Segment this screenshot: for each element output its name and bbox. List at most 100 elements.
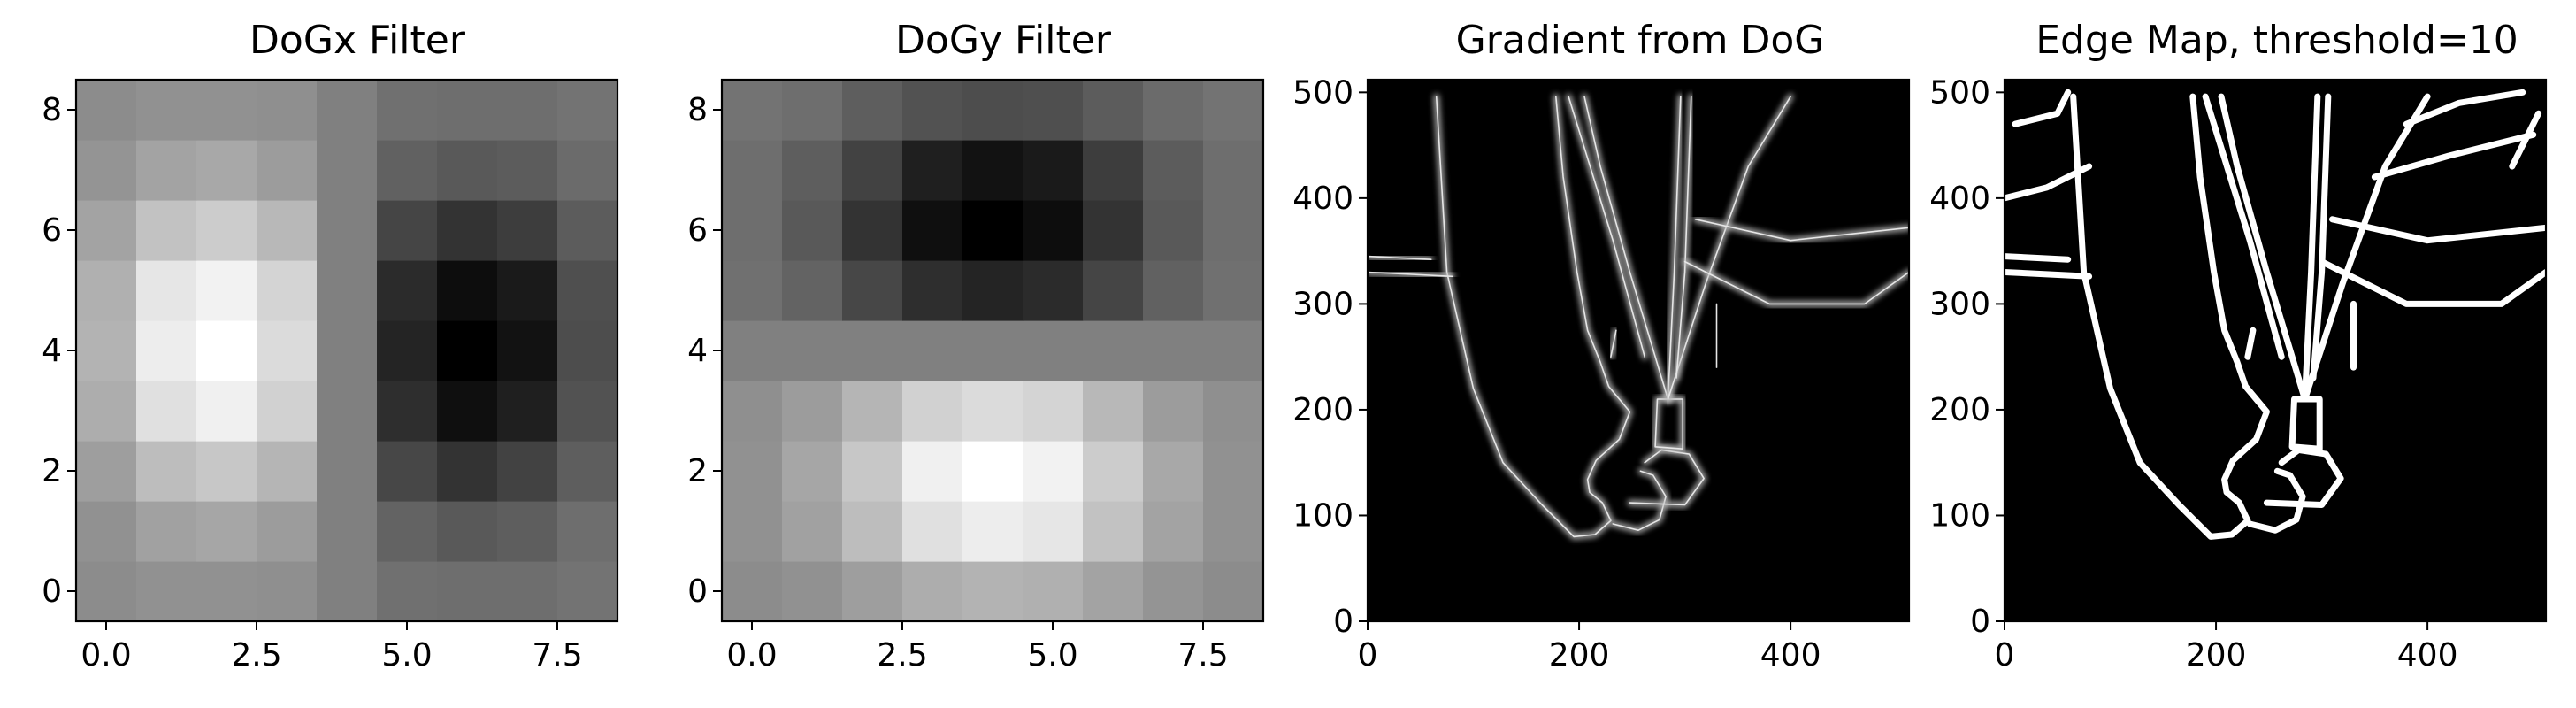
heatmap-cell [557,140,618,201]
heatmap-cell [722,140,783,201]
heatmap-cell [782,140,843,201]
heatmap-cell [196,140,257,201]
edge-trace [2202,93,2285,360]
heatmap-cell [1143,200,1204,261]
y-tick-label: 6 [42,212,62,249]
heatmap-cell [257,80,318,141]
heatmap-cell [722,260,783,321]
edge-trace [1667,96,1682,400]
edge-trace [2302,93,2321,403]
heatmap-cell [557,441,618,502]
y-tick-label: 0 [687,573,708,610]
heatmap-cell [136,381,197,442]
heatmap-cell [497,80,558,141]
heatmap-cell [842,441,903,502]
heatmap-cell [1023,381,1084,442]
heatmap-cell [136,441,197,502]
edge-trace [1368,255,1432,260]
heatmap-cell [902,320,963,381]
heatmap-cell [1023,140,1084,201]
x-tick-label: 7.5 [532,637,582,673]
edge-trace [2244,327,2257,360]
y-tick-label: 2 [42,453,62,489]
heatmap-cell [722,561,783,622]
dogx-filter-plot: 0.0 2.5 5.0 7.5 0 2 4 6 8 [42,78,619,673]
gradient-plot: 0 200 400 0 100 200 300 400 500 [1292,74,1911,673]
x-tick-label: 0.0 [80,637,131,673]
heatmap-cell [782,441,843,502]
y-tick-label: 4 [42,333,62,369]
heatmap-cell [557,561,618,622]
gradient-panel: Gradient from DoG 0 200 400 0 100 200 300 400 50… [1292,0,1962,708]
heatmap-cell [497,200,558,261]
heatmap-cell [962,200,1024,261]
heatmap-cell [902,140,963,201]
edge-trace [1368,271,1453,278]
heatmap-cell [842,200,903,261]
heatmap-cell [722,320,783,381]
y-tick-label: 2 [687,453,708,489]
x-tick-label: 5.0 [381,637,432,673]
edge-trace [2005,269,2093,280]
y-tick-label: 300 [1292,286,1353,322]
edge-trace [2263,446,2344,508]
edge-trace [1435,96,1631,538]
heatmap-cell [136,561,197,622]
heatmap-cell [962,140,1024,201]
y-tick-label: 500 [1292,74,1353,111]
heatmap-cell [196,200,257,261]
y-tick-label: 8 [687,92,708,128]
edge-trace [2012,88,2072,127]
heatmap-cell [136,200,197,261]
heatmap-cell [76,441,137,502]
y-tick-label: 4 [687,333,708,369]
edge-trace [2310,93,2332,381]
heatmap-cell [962,561,1024,622]
heatmap-cell [76,320,137,381]
x-tick-label: 0 [1995,637,2015,673]
edge-trace [1654,398,1683,450]
y-tick-label: 500 [1929,74,1990,111]
chart-title: DoGx Filter [249,18,465,63]
heatmap-cell [497,260,558,321]
heatmap-cell [902,200,963,261]
heatmap-cell [196,441,257,502]
heatmap-cell [842,140,903,201]
heatmap-cell [557,501,618,562]
heatmap-cell [497,320,558,381]
heatmap-cell [257,381,318,442]
heatmap-cell [962,381,1024,442]
heatmap-cell [842,320,903,381]
heatmap-cell [1023,441,1084,502]
heatmap-cell [1203,501,1264,562]
edge-trace [1612,470,1667,531]
dogx-filter-panel: DoGx Filter 0.0 2.5 5.0 7.5 0 2 4 6 8 [35,0,679,708]
heatmap-cell [1083,200,1144,261]
heatmap-cell [377,320,438,381]
dogy-filter-panel: DoGy Filter 0.0 2.5 5.0 7.5 0 2 4 6 8 [681,0,1325,708]
heatmap-cell [136,320,197,381]
heatmap-cell [317,200,378,261]
heatmap-cell [317,561,378,622]
heatmap-cell [377,80,438,141]
heatmap-cell [842,561,903,622]
heatmap-cell [962,320,1024,381]
edge-trace [2509,110,2542,170]
heatmap-cell [842,501,903,562]
x-tick-label: 2.5 [877,637,927,673]
heatmap-cell [1143,561,1204,622]
heatmap-cell [317,260,378,321]
heatmap-cell [1023,320,1084,381]
heatmap-cell [196,381,257,442]
heatmap-cell [1083,260,1144,321]
edge-map-panel: Edge Map, threshold=10 0 200 400 0 100 200 300… [1929,0,2576,708]
y-tick-label: 200 [1929,392,1990,428]
chart-title: Gradient from DoG [1455,18,1825,63]
heatmap-cell [1143,260,1204,321]
edge-trace [1583,96,1669,400]
heatmap-cell [557,320,618,381]
heatmap-cell [497,140,558,201]
heatmap-cell [902,501,963,562]
heatmap-cell [902,80,963,141]
heatmap-cell [136,501,197,562]
